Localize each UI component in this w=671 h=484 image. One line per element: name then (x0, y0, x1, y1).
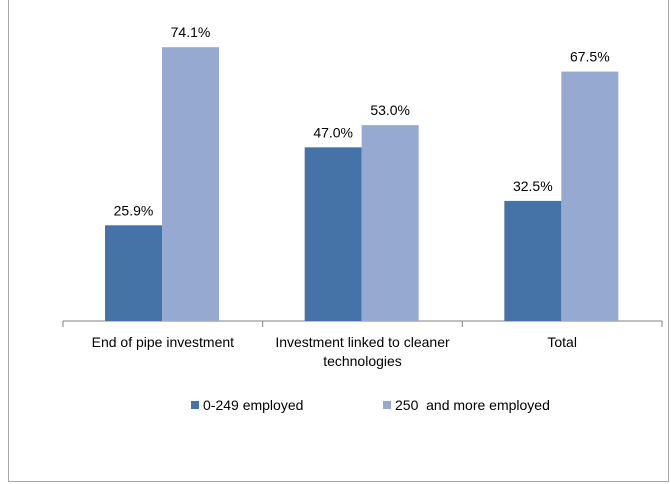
bar-small-firms (105, 225, 162, 321)
legend-swatch (191, 401, 199, 409)
data-label: 74.1% (171, 24, 211, 40)
data-label: 32.5% (513, 178, 553, 194)
bar-large-firms (162, 47, 219, 321)
category-label: Total (547, 334, 577, 350)
data-label: 53.0% (370, 102, 410, 118)
category-label: Investment linked to cleaner (275, 334, 450, 350)
legend-label: 250 and more employed (395, 397, 550, 413)
legend-label: 0-249 employed (203, 397, 303, 413)
bar-small-firms (504, 200, 562, 321)
category-label: technologies (323, 353, 402, 369)
data-label: 47.0% (313, 124, 353, 140)
bar-large-firms (361, 125, 419, 321)
bar-small-firms (304, 147, 362, 321)
category-label: End of pipe investment (92, 334, 235, 350)
bar-large-firms (561, 71, 619, 322)
legend-swatch (383, 401, 391, 409)
data-label: 25.9% (114, 202, 154, 218)
data-label: 67.5% (570, 49, 610, 65)
